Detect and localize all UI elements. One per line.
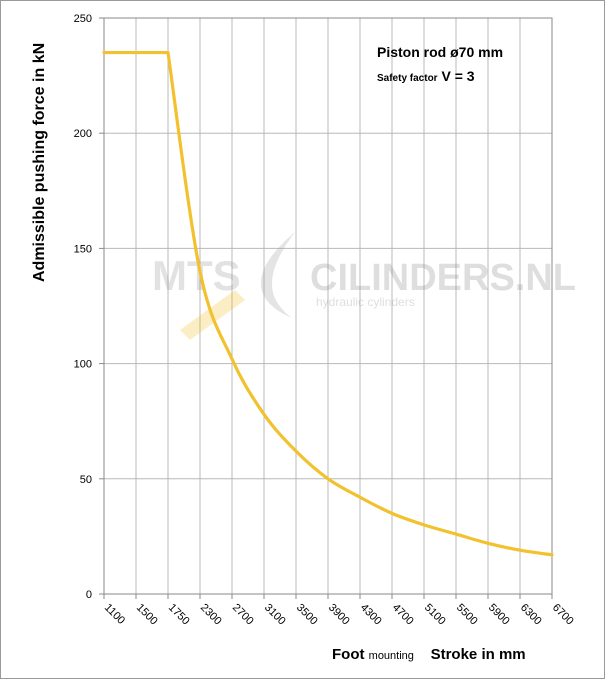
y-tick-label: 100	[74, 359, 92, 371]
x-tick-label: 1750	[166, 602, 192, 628]
annotation-safety-prefix: Safety factor	[377, 73, 438, 84]
x-tick-label: 4300	[358, 602, 384, 628]
y-tick-label: 200	[74, 128, 92, 140]
x-axis-label: Foot mounting Stroke in mm	[332, 646, 526, 663]
y-axis-label: Admissible pushing force in kN	[31, 42, 48, 282]
y-tick-label: 250	[74, 13, 92, 25]
x-axis-label-tail: Stroke in mm	[430, 646, 526, 663]
x-tick-label: 2300	[198, 602, 224, 628]
x-tick-label: 3100	[262, 602, 288, 628]
x-tick-label: 1500	[134, 602, 160, 628]
x-tick-label: 6700	[550, 602, 576, 628]
watermark-tagline: hydraulic cylinders	[316, 295, 415, 309]
watermark: MTS CILINDERS.NL hydraulic cylinders	[152, 232, 576, 340]
x-tick-label: 5900	[486, 602, 512, 628]
grid-layer	[104, 17, 552, 594]
x-axis-label-sub: mounting	[368, 650, 414, 662]
x-tick-label: 3500	[294, 602, 320, 628]
axis-layer	[99, 17, 553, 599]
annotation-safety-factor: Safety factor V = 3	[377, 68, 475, 84]
watermark-swoosh	[260, 232, 295, 318]
x-tick-label: 4700	[390, 602, 416, 628]
y-tick-label: 0	[86, 589, 92, 601]
y-tick-label: 150	[74, 243, 92, 255]
plot-area-border	[103, 17, 553, 595]
x-axis-label-main: Foot	[332, 646, 365, 663]
x-tick-label: 3900	[326, 602, 352, 628]
series-layer	[102, 50, 554, 557]
x-tick-label: 5500	[454, 602, 480, 628]
watermark-name: CILINDERS.NL	[310, 257, 576, 299]
x-tick-label: 1100	[102, 602, 127, 627]
force-series-line	[102, 50, 554, 557]
y-tick-label: 50	[80, 474, 92, 486]
annotation-safety-value: V = 3	[441, 68, 475, 84]
x-tick-label: 5100	[422, 602, 448, 628]
annotation-piston-rod: Piston rod ø70 mm	[377, 44, 504, 60]
x-tick-label: 2700	[230, 602, 256, 628]
x-tick-label: 6300	[518, 602, 544, 628]
